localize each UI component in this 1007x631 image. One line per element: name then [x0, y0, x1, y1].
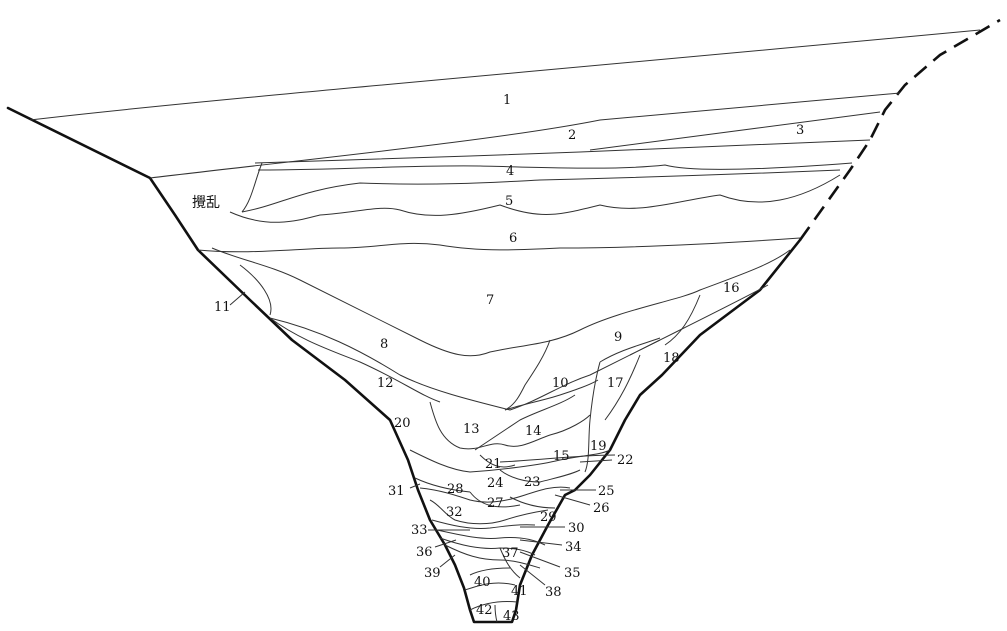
layer-boundary [254, 139, 871, 164]
layer-boundary [499, 454, 616, 463]
layer-number-label: 30 [568, 521, 585, 536]
layer-boundary [414, 477, 471, 493]
layer-boundary [599, 337, 661, 363]
layer-boundary [629, 339, 661, 356]
layer-number-label: 28 [447, 482, 464, 497]
layer-boundary [464, 582, 516, 591]
layer-number-label: 2 [568, 128, 576, 143]
layer-boundary [469, 601, 518, 611]
layer-number-label: 15 [553, 449, 570, 464]
layer-number-label: 36 [416, 545, 433, 560]
layer-number-label: 42 [476, 603, 493, 618]
layer-number-label: 39 [424, 566, 441, 581]
layer-number-label: 12 [377, 376, 394, 391]
layer-boundary [269, 284, 769, 411]
layer-number-label: 18 [663, 351, 680, 366]
layer-boundary [509, 496, 556, 509]
disturbed-zone-label: 攪乱 [192, 195, 220, 211]
leader-line-22 [579, 459, 613, 463]
layer-boundary [239, 264, 272, 316]
layer-number-label: 3 [796, 123, 804, 138]
leader-line-26 [554, 494, 591, 506]
layer-boundary [241, 162, 263, 213]
layer-number-label: 34 [565, 540, 582, 555]
layer-number-label: 20 [394, 416, 411, 431]
layer-boundary [504, 339, 551, 411]
layer-number-label: 16 [723, 281, 740, 296]
layer-number-label: 24 [487, 476, 504, 491]
layer-boundary [499, 547, 521, 579]
layer-number-label: 17 [607, 376, 624, 391]
layer-boundary [469, 567, 511, 576]
layer-number-label: 21 [485, 457, 502, 472]
layer-boundary [584, 361, 601, 473]
layer-number-label: 26 [593, 501, 610, 516]
layer-boundary [604, 354, 641, 421]
layer-number-label: 38 [545, 585, 562, 600]
layer-number-label: 27 [487, 496, 504, 511]
leader-line-35 [519, 551, 561, 568]
layer-number-label: 13 [463, 422, 480, 437]
layer-boundary [474, 394, 576, 451]
layer-number-label: 40 [474, 575, 491, 590]
layer-boundary [29, 29, 981, 121]
layer-boundary [494, 604, 498, 623]
layer-boundary [241, 169, 841, 213]
layer-boundary [444, 544, 541, 569]
layer-number-label: 31 [388, 484, 405, 499]
layer-number-label: 25 [598, 484, 615, 499]
layer-number-label: 6 [509, 231, 517, 246]
layer-number-label: 29 [540, 510, 557, 525]
leader-line-11 [229, 291, 246, 306]
layer-boundary [589, 111, 881, 151]
layer-boundary [419, 486, 571, 503]
layer-number-label: 5 [505, 194, 513, 209]
leader-line-39 [439, 554, 456, 568]
layer-number-label: 14 [525, 424, 542, 439]
layer-boundary [469, 491, 521, 508]
layer-number-label: 23 [524, 475, 541, 490]
layer-number-label: 43 [503, 609, 520, 624]
layer-boundary [436, 529, 546, 546]
pit-outline-left [6, 106, 802, 624]
leader-line-38 [519, 564, 546, 586]
leader-line-31 [409, 483, 421, 489]
layer-number-label: 10 [552, 376, 569, 391]
layer-number-label: 11 [214, 300, 231, 315]
layer-boundary [429, 401, 591, 450]
layer-number-label: 37 [502, 546, 519, 561]
layer-number-label: 22 [617, 453, 634, 468]
layer-number-label: 41 [511, 584, 528, 599]
layer-number-label: 19 [590, 439, 607, 454]
layer-boundary [211, 247, 791, 357]
layer-number-label: 1 [503, 93, 511, 108]
leader-line-34 [519, 539, 563, 546]
layer-number-label: 8 [380, 337, 388, 352]
layer-boundary [257, 162, 853, 171]
layer-number-label: 35 [564, 566, 581, 581]
layer-boundary [269, 317, 441, 403]
layer-number-label: 9 [614, 330, 622, 345]
layer-boundary [149, 92, 901, 179]
layer-number-label: 4 [506, 164, 514, 179]
layer-boundary [197, 237, 801, 253]
pit-outline-dashed-right [798, 18, 1001, 241]
leader-line-36 [434, 539, 457, 548]
layer-boundary [431, 519, 536, 529]
layer-boundary [499, 469, 581, 483]
layer-number-label: 7 [486, 293, 494, 308]
layer-boundary [664, 294, 701, 346]
layer-boundary [504, 379, 599, 411]
layer-boundary [479, 454, 516, 468]
layer-number-label: 32 [446, 505, 463, 520]
layer-boundary [429, 499, 549, 525]
layer-boundary [229, 174, 841, 223]
layer-number-label: 33 [411, 523, 428, 538]
